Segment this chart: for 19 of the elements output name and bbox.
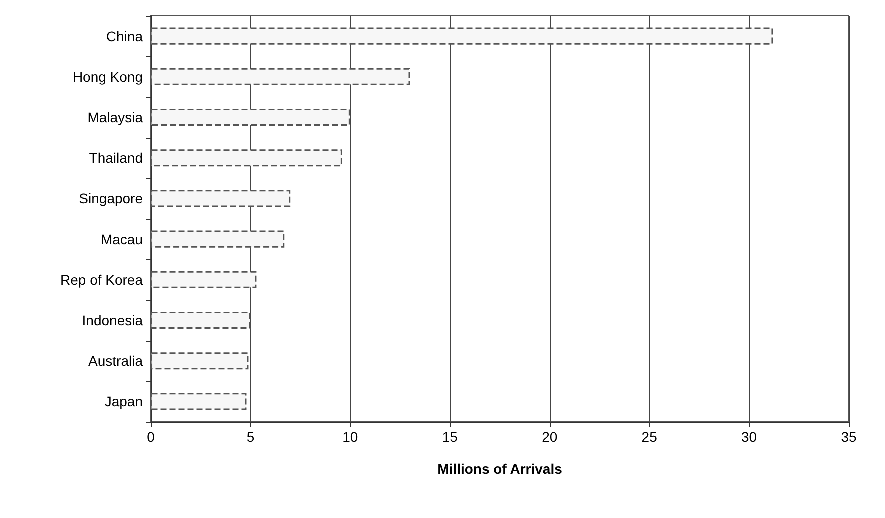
x-tick-label: 10 <box>342 429 358 445</box>
x-tick-label: 20 <box>542 429 558 445</box>
x-tick-label: 5 <box>246 429 255 445</box>
y-tick-label: Macau <box>100 231 143 248</box>
y-tick-label: Thailand <box>89 150 143 166</box>
y-tick-label: Indonesia <box>82 312 144 328</box>
x-tick-label: 25 <box>642 429 658 445</box>
y-tick-label: Japan <box>104 394 143 410</box>
y-tick-label: Rep of Korea <box>60 272 144 288</box>
x-tick-label: 30 <box>741 429 758 445</box>
x-axis-title: Millions of Arrivals <box>438 461 563 477</box>
y-tick-label: Malaysia <box>88 110 144 126</box>
y-tick-label: China <box>106 28 144 44</box>
x-tick-label: 35 <box>841 429 857 445</box>
y-tick-label: Australia <box>88 353 144 370</box>
y-tick-label: Singapore <box>79 190 144 207</box>
x-tick-label: 15 <box>442 429 458 445</box>
x-tick-label: 0 <box>147 429 156 445</box>
y-tick-label: Hong Kong <box>72 68 143 85</box>
